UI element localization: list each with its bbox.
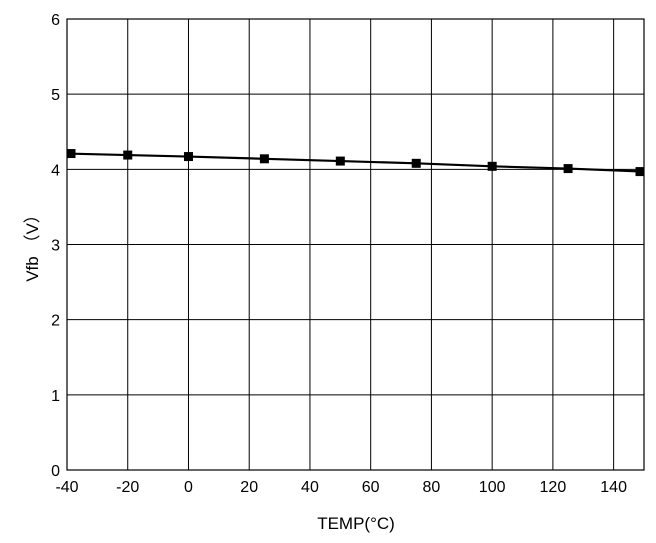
y-tick-label: 3: [51, 238, 60, 255]
x-tick-label: 20: [240, 479, 258, 496]
x-tick-label: 0: [184, 479, 193, 496]
data-point: [259, 154, 269, 164]
y-tick-label: 6: [51, 12, 60, 29]
x-tick-label: -20: [116, 479, 139, 496]
y-tick-label: 2: [51, 313, 60, 330]
data-point: [183, 152, 193, 162]
data-point: [411, 158, 421, 168]
y-tick-label: 5: [51, 87, 60, 104]
data-point: [123, 150, 133, 160]
data-point: [335, 156, 345, 166]
y-tick-label: 1: [51, 388, 60, 405]
y-tick-label: 4: [51, 162, 60, 179]
plot-frame: [66, 18, 645, 471]
grid: [66, 18, 644, 471]
x-tick-label: 100: [479, 479, 506, 496]
y-tick-label: 0: [51, 463, 60, 480]
x-tick-label: -40: [55, 479, 78, 496]
data-point: [563, 164, 573, 174]
data-point: [487, 161, 497, 171]
x-tick-label: 40: [301, 479, 319, 496]
x-tick-label: 140: [600, 479, 627, 496]
x-axis-label: TEMP(°C): [317, 514, 395, 533]
plot-border: [66, 18, 645, 471]
x-tick-label: 120: [540, 479, 567, 496]
data-point: [66, 149, 76, 159]
x-tick-label: 80: [423, 479, 441, 496]
tick-labels: -40 -20 0 20 40 60 80 100 120 140 0 1 2 3 4 5 6: [51, 12, 627, 496]
data-point: [635, 167, 645, 177]
series: [66, 149, 645, 177]
y-axis-label: Vfb （V）: [23, 206, 42, 282]
x-tick-label: 60: [362, 479, 380, 496]
